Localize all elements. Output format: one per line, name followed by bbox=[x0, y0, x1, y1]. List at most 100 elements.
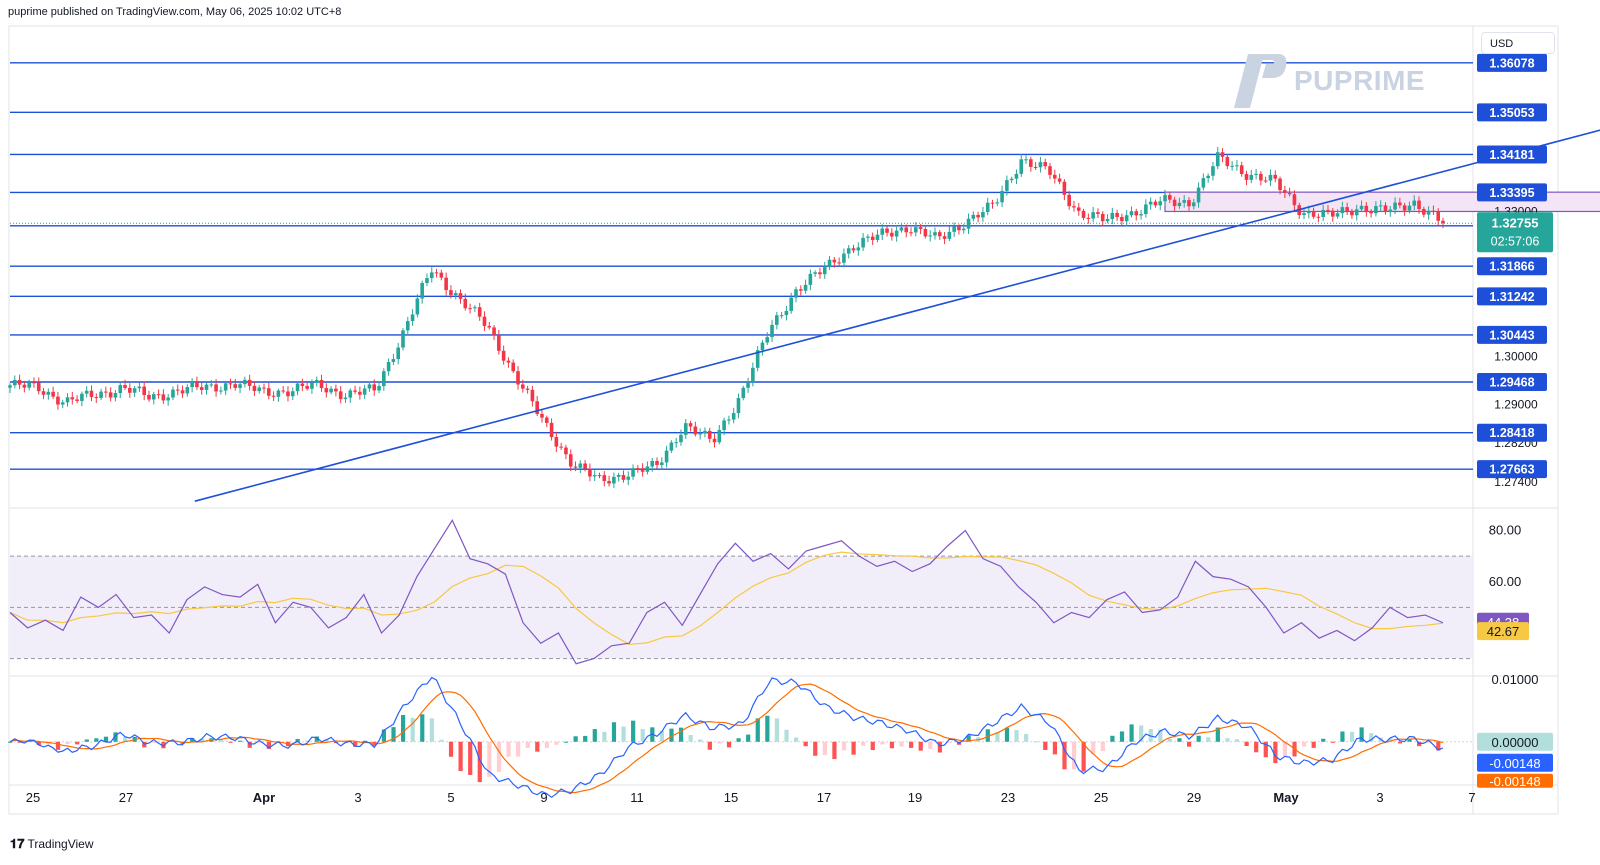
candle-body[interactable] bbox=[1086, 217, 1091, 219]
candle-body[interactable] bbox=[386, 362, 391, 372]
candle-body[interactable] bbox=[846, 248, 851, 254]
candle-body[interactable] bbox=[1383, 205, 1388, 212]
macd-signal-badge[interactable] bbox=[1477, 773, 1553, 788]
candle-body[interactable] bbox=[1354, 209, 1359, 216]
current-price-badge[interactable] bbox=[1477, 212, 1553, 253]
candle-body[interactable] bbox=[1182, 200, 1186, 203]
candle-body[interactable] bbox=[271, 395, 276, 397]
candle-body[interactable] bbox=[650, 460, 655, 467]
candle-body[interactable] bbox=[195, 381, 199, 388]
candle-body[interactable] bbox=[468, 308, 472, 310]
candle-body[interactable] bbox=[1038, 162, 1043, 168]
level-badge[interactable] bbox=[1477, 325, 1547, 344]
candle-body[interactable] bbox=[190, 381, 194, 388]
candle-body[interactable] bbox=[334, 388, 338, 392]
candle-body[interactable] bbox=[712, 438, 717, 443]
candle-body[interactable] bbox=[372, 384, 377, 391]
candle-body[interactable] bbox=[185, 387, 190, 394]
candle-body[interactable] bbox=[377, 386, 381, 391]
candle-body[interactable] bbox=[1091, 212, 1095, 219]
candle-body[interactable] bbox=[1134, 211, 1139, 216]
candle-body[interactable] bbox=[405, 321, 410, 331]
candle-body[interactable] bbox=[439, 272, 444, 278]
candle-body[interactable] bbox=[65, 397, 70, 403]
candle-body[interactable] bbox=[636, 468, 640, 470]
candle-body[interactable] bbox=[866, 236, 870, 238]
candle-body[interactable] bbox=[1369, 211, 1373, 214]
candle-body[interactable] bbox=[1292, 194, 1297, 206]
candle-body[interactable] bbox=[693, 426, 698, 435]
candle-body[interactable] bbox=[118, 385, 123, 394]
candle-body[interactable] bbox=[544, 417, 549, 423]
candle-body[interactable] bbox=[1153, 201, 1158, 206]
candle-body[interactable] bbox=[1326, 209, 1330, 211]
candle-body[interactable] bbox=[70, 397, 75, 400]
candle-body[interactable] bbox=[46, 391, 51, 395]
candle-body[interactable] bbox=[1029, 159, 1033, 167]
candle-body[interactable] bbox=[703, 430, 707, 434]
candle-body[interactable] bbox=[981, 212, 985, 218]
candle-body[interactable] bbox=[530, 389, 535, 402]
candle-body[interactable] bbox=[564, 447, 568, 455]
candle-body[interactable] bbox=[1158, 201, 1163, 206]
candle-body[interactable] bbox=[1340, 207, 1345, 214]
candle-body[interactable] bbox=[1283, 190, 1287, 193]
candle-body[interactable] bbox=[525, 388, 530, 390]
level-badge[interactable] bbox=[1477, 53, 1547, 72]
candle-body[interactable] bbox=[588, 468, 592, 477]
candle-body[interactable] bbox=[1211, 166, 1215, 176]
candle-body[interactable] bbox=[401, 330, 405, 348]
candle-body[interactable] bbox=[770, 324, 774, 338]
candle-body[interactable] bbox=[645, 466, 650, 472]
candle-body[interactable] bbox=[434, 272, 439, 274]
candle-body[interactable] bbox=[521, 384, 525, 389]
candle-body[interactable] bbox=[367, 384, 372, 389]
candle-body[interactable] bbox=[722, 420, 726, 430]
candle-body[interactable] bbox=[1225, 156, 1230, 167]
candle-body[interactable] bbox=[1000, 190, 1004, 203]
candle-body[interactable] bbox=[1096, 212, 1100, 214]
candle-body[interactable] bbox=[1422, 209, 1426, 215]
candle-body[interactable] bbox=[458, 293, 463, 299]
candle-body[interactable] bbox=[1043, 162, 1048, 167]
candle-body[interactable] bbox=[147, 394, 151, 400]
candle-body[interactable] bbox=[1139, 214, 1143, 216]
candle-body[interactable] bbox=[104, 391, 108, 393]
candle-body[interactable] bbox=[257, 387, 262, 392]
candle-body[interactable] bbox=[942, 236, 947, 239]
candle-body[interactable] bbox=[904, 227, 909, 233]
candle-body[interactable] bbox=[1393, 202, 1397, 210]
candle-body[interactable] bbox=[909, 232, 913, 234]
candle-body[interactable] bbox=[928, 235, 932, 237]
candle-body[interactable] bbox=[362, 388, 367, 395]
candle-body[interactable] bbox=[1388, 209, 1393, 212]
candle-body[interactable] bbox=[1378, 205, 1383, 207]
candle-body[interactable] bbox=[27, 382, 31, 388]
candle-body[interactable] bbox=[511, 362, 516, 372]
candle-body[interactable] bbox=[1144, 204, 1148, 215]
candle-body[interactable] bbox=[137, 386, 142, 389]
candle-body[interactable] bbox=[262, 387, 266, 389]
candle-body[interactable] bbox=[247, 379, 252, 386]
candle-body[interactable] bbox=[669, 442, 674, 451]
candle-body[interactable] bbox=[51, 391, 55, 397]
candle-body[interactable] bbox=[995, 202, 1000, 204]
candle-body[interactable] bbox=[818, 272, 822, 275]
candle-body[interactable] bbox=[1263, 180, 1268, 182]
candle-body[interactable] bbox=[741, 387, 746, 399]
candle-body[interactable] bbox=[1220, 152, 1225, 157]
candle-body[interactable] bbox=[180, 390, 185, 394]
candle-body[interactable] bbox=[784, 310, 789, 316]
candle-body[interactable] bbox=[923, 228, 928, 237]
candle-body[interactable] bbox=[415, 298, 420, 315]
candle-body[interactable] bbox=[1120, 216, 1124, 222]
candle-body[interactable] bbox=[1148, 201, 1153, 205]
currency-selector[interactable]: USD bbox=[1481, 32, 1555, 54]
candle-body[interactable] bbox=[1302, 213, 1306, 216]
candle-body[interactable] bbox=[516, 371, 520, 385]
candle-body[interactable] bbox=[477, 307, 482, 317]
candle-body[interactable] bbox=[870, 236, 875, 240]
candle-body[interactable] bbox=[655, 460, 659, 466]
candle-body[interactable] bbox=[861, 237, 865, 248]
candle-body[interactable] bbox=[1307, 210, 1311, 214]
